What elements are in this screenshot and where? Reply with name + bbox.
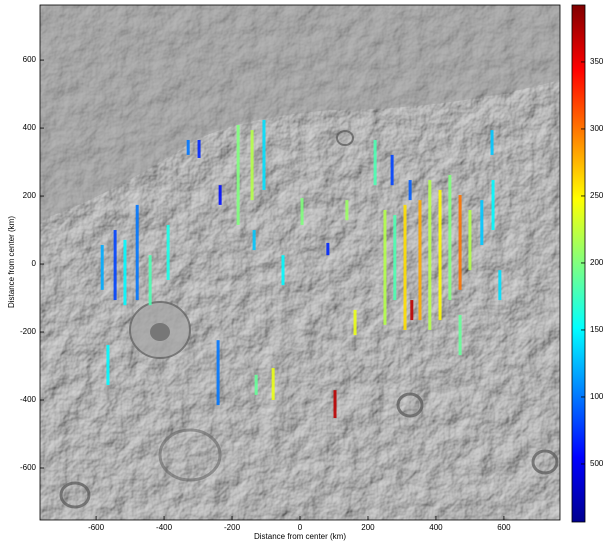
track bbox=[123, 240, 126, 305]
track bbox=[106, 345, 109, 385]
track bbox=[383, 210, 386, 325]
track bbox=[219, 185, 222, 205]
map-area bbox=[40, 5, 560, 520]
track bbox=[448, 175, 451, 300]
page: {"chart_data": { "type": "map", "xlabel"… bbox=[0, 0, 603, 544]
track bbox=[418, 200, 421, 320]
track bbox=[237, 125, 240, 225]
track bbox=[404, 205, 407, 330]
x-axis-label: Distance from center (km) bbox=[254, 532, 346, 541]
y-tick-label: 600 bbox=[23, 55, 37, 64]
track bbox=[217, 340, 220, 405]
y-tick-label: 200 bbox=[23, 191, 37, 200]
track bbox=[251, 130, 254, 200]
y-tick-label: 400 bbox=[23, 123, 37, 132]
track bbox=[480, 200, 483, 245]
colorbar-tick-label: 3500 bbox=[590, 57, 603, 66]
track bbox=[167, 225, 170, 280]
track bbox=[334, 390, 337, 418]
y-tick-label: -200 bbox=[20, 327, 37, 336]
y-tick-label: 0 bbox=[32, 259, 37, 268]
y-axis-label: Distance from center (km) bbox=[7, 216, 16, 308]
track bbox=[187, 140, 190, 155]
track bbox=[282, 255, 285, 285]
x-tick-label: 600 bbox=[497, 523, 511, 532]
track bbox=[459, 195, 462, 290]
track bbox=[374, 140, 377, 185]
track bbox=[301, 198, 304, 225]
colorbar-tick-label: 2500 bbox=[590, 191, 603, 200]
track bbox=[354, 310, 357, 335]
track bbox=[491, 130, 494, 155]
track bbox=[391, 155, 394, 185]
colorbar-tick-label: 3000 bbox=[590, 124, 603, 133]
track bbox=[410, 300, 413, 320]
track bbox=[468, 210, 471, 270]
y-tick-label: -600 bbox=[20, 463, 37, 472]
track bbox=[439, 190, 442, 320]
track bbox=[198, 140, 201, 158]
track bbox=[272, 368, 275, 400]
track bbox=[459, 315, 462, 355]
x-tick-label: 200 bbox=[361, 523, 375, 532]
track bbox=[255, 375, 258, 395]
colorbar-tick-label: 500 bbox=[590, 459, 603, 468]
colorbar bbox=[572, 5, 585, 522]
y-tick-label: -400 bbox=[20, 395, 37, 404]
colorbar-tick-label: 1500 bbox=[590, 325, 603, 334]
track bbox=[345, 200, 348, 220]
x-tick-label: 0 bbox=[298, 523, 303, 532]
track bbox=[114, 230, 117, 300]
caldera bbox=[150, 323, 170, 341]
track bbox=[492, 180, 495, 230]
track bbox=[409, 180, 412, 200]
track bbox=[149, 255, 152, 305]
x-tick-label: 400 bbox=[429, 523, 443, 532]
figure: Distance from center (km) Distance from … bbox=[0, 0, 603, 544]
track bbox=[262, 120, 265, 190]
track bbox=[428, 180, 431, 330]
colorbar-tick-label: 1000 bbox=[590, 392, 603, 401]
track bbox=[498, 270, 501, 300]
track bbox=[136, 205, 139, 300]
x-tick-label: -200 bbox=[224, 523, 241, 532]
x-tick-label: -400 bbox=[156, 523, 173, 532]
x-tick-label: -600 bbox=[88, 523, 105, 532]
track bbox=[253, 230, 256, 250]
track bbox=[101, 245, 104, 290]
track bbox=[326, 243, 329, 255]
track bbox=[393, 215, 396, 300]
